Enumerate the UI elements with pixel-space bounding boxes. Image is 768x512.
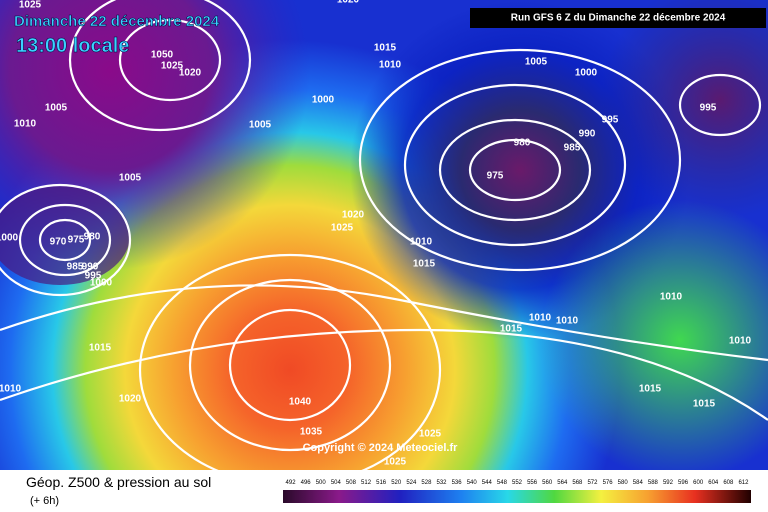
isobar-label: 1010 [14,119,37,130]
isobar-label: 1040 [289,397,312,408]
scale-label: 576 [603,480,614,486]
scale-label: 532 [437,480,448,486]
isobar-label: 1015 [89,343,112,354]
scale-label: 548 [497,480,508,486]
isobar-label: 1050 [151,50,174,61]
scale-labels: 492 496 500 504 508 512 516 520 524 528 532 536 540 5… [286,480,750,486]
isobar-label: 1020 [342,210,365,221]
scale-label: 500 [316,480,327,486]
isobar-label: 1005 [249,120,272,131]
legend-title: Géop. Z500 & pression au sol [26,474,211,490]
scale-label: 600 [693,480,704,486]
scale-label: 580 [618,480,629,486]
isobar-label: 1020 [179,68,202,79]
run-box [470,8,766,28]
isobar-label: 970 [50,237,67,248]
isobar-label: 1000 [0,233,19,244]
scale-label: 540 [467,480,478,486]
isobar-label: 1010 [379,60,402,71]
scale-label: 572 [587,480,598,486]
scale-label: 608 [723,480,734,486]
isobar-label: 985 [67,262,84,273]
scale-label: 512 [361,480,372,486]
isobar-label: 1025 [161,61,184,72]
isobar-label: 1015 [413,259,436,270]
isobar-label: 975 [487,171,504,182]
scale-label: 564 [557,480,568,486]
isobar-label: 980 [514,138,531,149]
scale-label: 544 [482,480,493,486]
isobar-label: 1010 [556,316,579,327]
isobar-label: 975 [68,235,85,246]
run-info: Run GFS 6 Z du Dimanche 22 décembre 2024 [511,13,726,24]
scale-label: 520 [391,480,402,486]
isobar-label: 1005 [45,103,68,114]
isobars [0,0,768,485]
isobar-label: 995 [700,103,717,114]
isobar-label: 990 [82,262,99,273]
scale-label: 504 [331,480,342,486]
isobar-label: 980 [84,232,101,243]
isobar-label: 1015 [639,384,662,395]
isobar-label: 985 [564,143,581,154]
isobar-label: 1025 [331,223,354,234]
lead-time: (+ 6h) [30,495,59,507]
isobar-label: 1010 [0,384,22,395]
scale-label: 536 [452,480,463,486]
isobar-label: 1010 [729,336,752,347]
isobar-label: 1015 [500,324,523,335]
scale-label: 492 [286,480,297,486]
isobar-label: 995 [85,271,102,282]
time: 13:00 locale [16,35,129,57]
isobar-label: 1010 [529,313,552,324]
isobar-label: 1010 [410,237,433,248]
isobar-label: 1020 [337,0,360,6]
scale-label: 516 [376,480,387,486]
copyright: Copyright © 2024 Meteociel.fr [303,442,459,454]
isobar-label: 1000 [90,278,113,289]
isobar-label: 1015 [374,43,397,54]
isobar-label: 1010 [660,292,683,303]
date: Dimanche 22 décembre 2024 [14,13,220,30]
scale-label: 496 [301,480,312,486]
scale-label: 552 [512,480,523,486]
isobar-label: 1005 [525,57,548,68]
isobar-label: 1025 [419,429,442,440]
isobar-label: 1035 [300,427,323,438]
scale-label: 508 [346,480,357,486]
scale-label: 596 [678,480,689,486]
scale-label: 528 [421,480,432,486]
scale-label: 612 [738,480,749,486]
isobar-label: 1025 [19,0,42,11]
isobar-label: 1000 [575,68,598,79]
scale-label: 524 [406,480,417,486]
isobar-label: 1020 [119,394,142,405]
scale-label: 560 [542,480,553,486]
color-scale [283,490,751,503]
isobar-label: 990 [579,129,596,140]
scale-label: 584 [633,480,644,486]
isobar-label: 995 [602,115,619,126]
scale-label: 604 [708,480,719,486]
scale-label: 556 [527,480,538,486]
scale-label: 592 [663,480,674,486]
scale-label: 588 [648,480,659,486]
isobar-label: 1025 [384,457,407,468]
scale-label: 568 [572,480,583,486]
isobar-label: 1005 [119,173,142,184]
isobar-label: 1000 [312,95,335,106]
isobar-label: 1015 [693,399,716,410]
